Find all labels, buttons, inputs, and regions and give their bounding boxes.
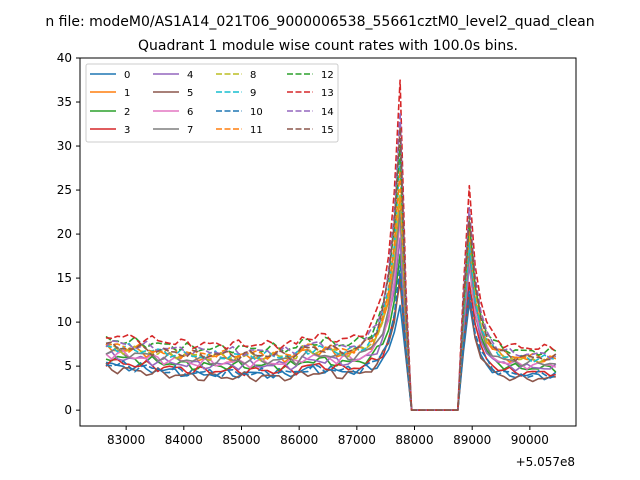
y-tick-label: 5 <box>64 359 72 373</box>
axes: 83000 84000 85000 86000 87000 88000 89000 90000… <box>57 51 577 447</box>
series-lines <box>105 79 557 411</box>
y-tick-label: 20 <box>57 227 72 241</box>
x-tick-label: 84000 <box>165 433 203 447</box>
series-line-2 <box>105 253 557 411</box>
x-tick-label: 88000 <box>395 433 433 447</box>
series-line-9 <box>105 157 556 411</box>
x-tick-label: 85000 <box>222 433 260 447</box>
legend-label-8: 8 <box>250 70 256 81</box>
x-tick-label: 86000 <box>280 433 318 447</box>
legend-label-3: 3 <box>124 125 130 136</box>
y-tick-label: 30 <box>57 139 72 153</box>
y-tick-label: 25 <box>57 183 72 197</box>
legend-label-10: 10 <box>250 107 263 118</box>
legend-label-11: 11 <box>250 125 263 136</box>
series-line-6 <box>105 219 557 411</box>
x-tick-label: 87000 <box>338 433 376 447</box>
legend-label-14: 14 <box>321 107 334 118</box>
legend-label-15: 15 <box>321 125 334 136</box>
chart-suptitle: n file: modeM0/AS1A14_021T06_9000006538_… <box>45 14 594 30</box>
x-tick-label: 90000 <box>511 433 549 447</box>
plot-frame <box>79 57 577 427</box>
series-line-15 <box>105 126 557 411</box>
chart-title: Quadrant 1 module wise count rates with … <box>138 38 518 54</box>
legend-label-2: 2 <box>124 107 130 118</box>
y-tick-label: 40 <box>57 51 72 65</box>
y-tick-label: 0 <box>64 403 72 417</box>
legend-label-1: 1 <box>124 88 130 99</box>
series-line-7 <box>105 210 556 411</box>
series-line-0 <box>105 301 557 411</box>
y-tick-label: 10 <box>57 315 72 329</box>
y-tick-label: 15 <box>57 271 72 285</box>
legend-box <box>85 63 339 143</box>
legend-label-9: 9 <box>250 88 256 99</box>
legend-label-6: 6 <box>187 107 193 118</box>
x-offset-label: +5.057e8 <box>516 455 575 469</box>
legend-label-0: 0 <box>124 70 130 81</box>
legend-label-7: 7 <box>187 125 193 136</box>
series-line-8 <box>105 188 556 411</box>
series-line-4 <box>105 237 557 411</box>
series-line-14 <box>105 111 557 411</box>
series-line-5 <box>105 274 556 411</box>
y-tick-label: 35 <box>57 95 72 109</box>
series-line-11 <box>105 169 557 411</box>
series-line-13 <box>105 79 557 411</box>
series-line-1 <box>105 194 557 411</box>
legend-label-12: 12 <box>321 70 334 81</box>
x-tick-label: 89000 <box>453 433 491 447</box>
legend-label-13: 13 <box>321 88 334 99</box>
legend-label-4: 4 <box>187 70 193 81</box>
legend-label-5: 5 <box>187 88 193 99</box>
x-tick-label: 83000 <box>107 433 145 447</box>
series-line-10 <box>105 265 557 411</box>
